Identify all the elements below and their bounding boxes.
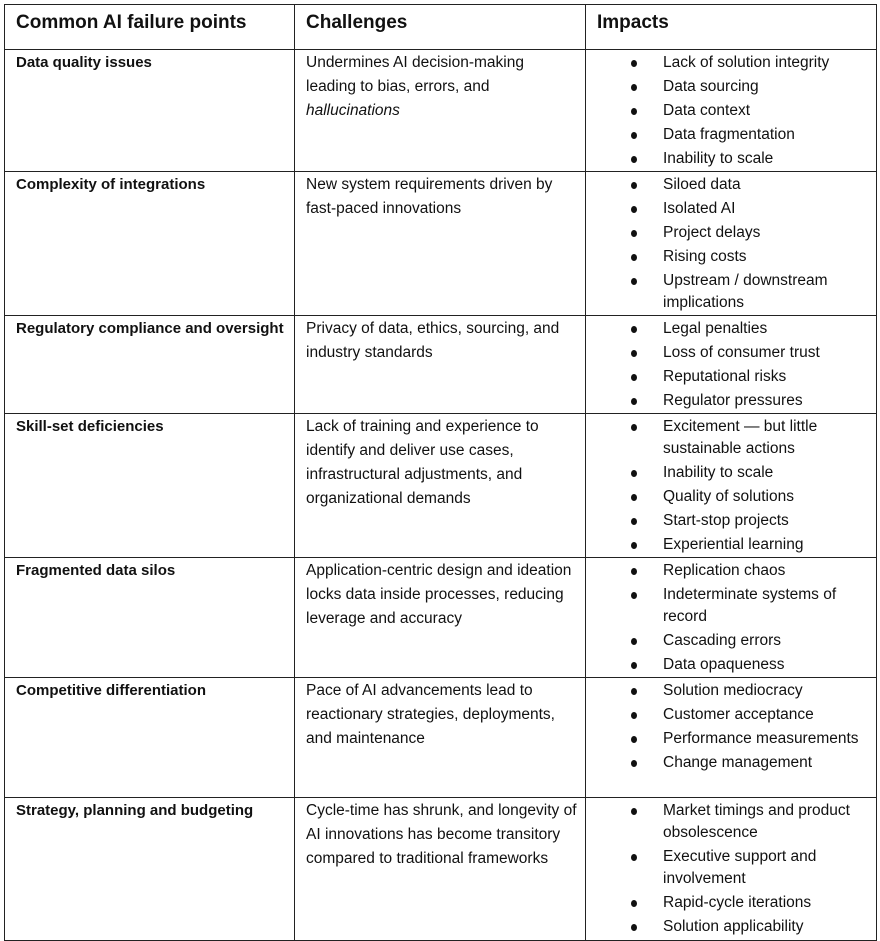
impacts: Lack of solution integrity Data sourcing D… [585, 49, 877, 172]
impact-item: Data fragmentation [586, 123, 868, 147]
challenge: New system requirements driven by fast-p… [294, 171, 586, 316]
header-impacts: Impacts [585, 4, 877, 50]
header-row: Common AI failure points Challenges Impa… [4, 4, 877, 50]
impact-item: Lack of solution integrity [586, 51, 868, 75]
impact-item: Data sourcing [586, 75, 868, 99]
table-row: Regulatory compliance and oversight Priva… [4, 315, 877, 414]
impact-item: Upstream / downstream implications [586, 269, 868, 315]
table-row: Strategy, planning and budgeting Cycle-ti… [4, 797, 877, 941]
impact-item: Quality of solutions [586, 485, 868, 509]
impact-item: Data opaqueness [586, 653, 868, 677]
impacts: Solution mediocracy Customer acceptance Pe… [585, 677, 877, 798]
failure-point: Skill-set deficiencies [4, 413, 295, 558]
impacts-list: Excitement — but little sustainable acti… [586, 415, 868, 557]
failure-point: Data quality issues [4, 49, 295, 172]
impact-item: Customer acceptance [586, 703, 868, 727]
table-row: Competitive differentiation Pace of AI ad… [4, 677, 877, 798]
challenge-text: Pace of AI advancements lead to reaction… [306, 682, 555, 747]
impacts-list: Market timings and product obsolescence E… [586, 799, 868, 939]
impact-item: Performance measurements [586, 727, 868, 751]
impact-item: Solution applicability [586, 915, 868, 939]
impact-item: Excitement — but little sustainable acti… [586, 415, 868, 461]
table-row: Skill-set deficiencies Lack of training a… [4, 413, 877, 558]
failure-point: Strategy, planning and budgeting [4, 797, 295, 941]
table-row: Complexity of integrations New system req… [4, 171, 877, 316]
impact-item: Project delays [586, 221, 868, 245]
table-row: Fragmented data silos Application-centric… [4, 557, 877, 678]
impacts: Siloed data Isolated AI Project delays Risi… [585, 171, 877, 316]
challenge: Undermines AI decision-making leading to… [294, 49, 586, 172]
impacts-list: Legal penalties Loss of consumer trust Rep… [586, 317, 868, 413]
header-failure-points: Common AI failure points [4, 4, 295, 50]
impact-item: Legal penalties [586, 317, 868, 341]
impacts-list: Lack of solution integrity Data sourcing D… [586, 51, 868, 171]
impact-item: Siloed data [586, 173, 868, 197]
impact-item: Indeterminate systems of record [586, 583, 868, 629]
impact-item: Replication chaos [586, 559, 868, 583]
impact-item: Experiential learning [586, 533, 868, 557]
impact-item: Cascading errors [586, 629, 868, 653]
ai-failure-points-table: Common AI failure points Challenges Impa… [4, 4, 877, 941]
impacts: Replication chaos Indeterminate systems o… [585, 557, 877, 678]
impact-item: Solution mediocracy [586, 679, 868, 703]
impact-item: Rapid-cycle iterations [586, 891, 868, 915]
impacts-list: Siloed data Isolated AI Project delays Risi… [586, 173, 868, 315]
challenge-italic-text: hallucinations [306, 102, 400, 119]
impact-item: Start-stop projects [586, 509, 868, 533]
failure-point: Regulatory compliance and oversight [4, 315, 295, 414]
challenge-text: Cycle-time has shrunk, and longevity of … [306, 802, 577, 867]
challenge-text: Lack of training and experience to ident… [306, 418, 539, 507]
challenge: Pace of AI advancements lead to reaction… [294, 677, 586, 798]
impact-item: Executive support and involvement [586, 845, 868, 891]
impacts-list: Solution mediocracy Customer acceptance Pe… [586, 679, 868, 775]
impact-item: Rising costs [586, 245, 868, 269]
impact-item: Loss of consumer trust [586, 341, 868, 365]
impact-item: Market timings and product obsolescence [586, 799, 868, 845]
challenge-text: Application-centric design and ideation … [306, 562, 572, 627]
challenge: Privacy of data, ethics, sourcing, and i… [294, 315, 586, 414]
challenge: Application-centric design and ideation … [294, 557, 586, 678]
challenge-text: Privacy of data, ethics, sourcing, and i… [306, 320, 560, 361]
impact-item: Isolated AI [586, 197, 868, 221]
impact-item: Regulator pressures [586, 389, 868, 413]
table-row: Data quality issues Undermines AI decisio… [4, 49, 877, 172]
impacts: Excitement — but little sustainable acti… [585, 413, 877, 558]
impacts-list: Replication chaos Indeterminate systems o… [586, 559, 868, 677]
challenge: Cycle-time has shrunk, and longevity of … [294, 797, 586, 941]
header-challenges: Challenges [294, 4, 586, 50]
impacts: Market timings and product obsolescence E… [585, 797, 877, 941]
challenge-text: New system requirements driven by fast-p… [306, 176, 553, 217]
challenge-text: Undermines AI decision-making leading to… [306, 54, 524, 95]
impact-item: Reputational risks [586, 365, 868, 389]
impact-item: Change management [586, 751, 868, 775]
failure-point: Competitive differentiation [4, 677, 295, 798]
impact-item: Data context [586, 99, 868, 123]
impacts: Legal penalties Loss of consumer trust Rep… [585, 315, 877, 414]
impact-item: Inability to scale [586, 147, 868, 171]
challenge: Lack of training and experience to ident… [294, 413, 586, 558]
failure-point: Fragmented data silos [4, 557, 295, 678]
failure-point: Complexity of integrations [4, 171, 295, 316]
impact-item: Inability to scale [586, 461, 868, 485]
